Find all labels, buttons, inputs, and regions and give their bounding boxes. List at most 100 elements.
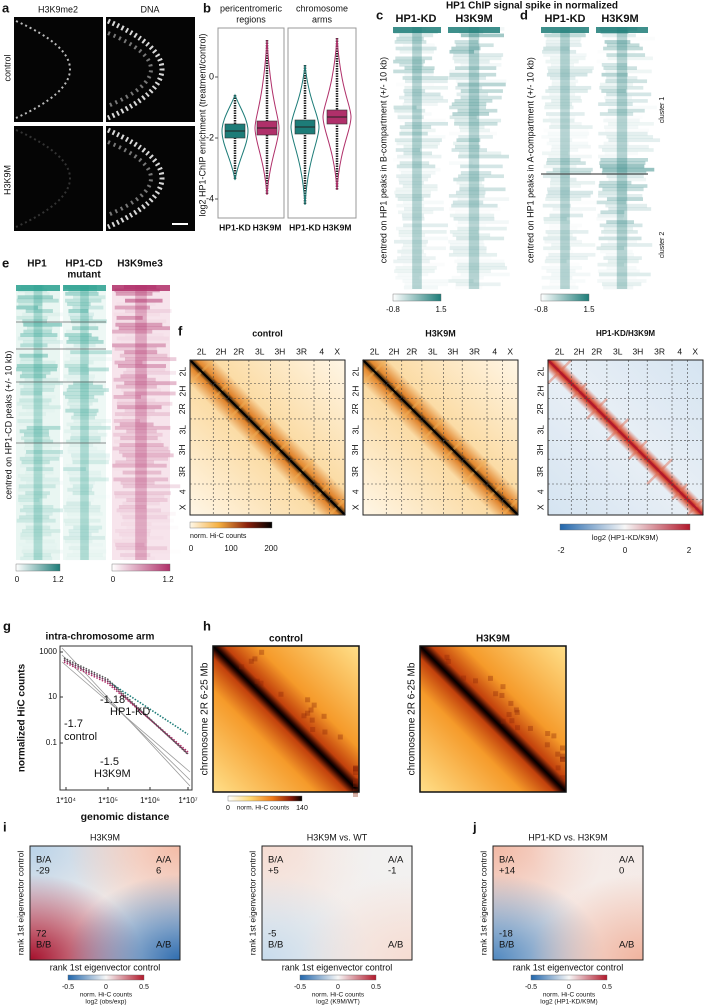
heatmap-streak bbox=[125, 357, 177, 362]
heatmap-streak bbox=[396, 36, 424, 41]
heatmap-streak bbox=[18, 412, 47, 417]
panel-letter: b bbox=[203, 0, 211, 15]
hic-speckle bbox=[353, 788, 358, 794]
heatmap-streak bbox=[19, 429, 49, 434]
heatmap bbox=[16, 285, 60, 560]
heatmap-center bbox=[80, 285, 89, 560]
heatmap-streak bbox=[20, 556, 53, 561]
heatmap-streak bbox=[404, 92, 441, 97]
heatmap-streak bbox=[598, 102, 633, 106]
heatmap-streak bbox=[603, 118, 640, 123]
heatmap-streak bbox=[456, 138, 481, 143]
fit-line bbox=[61, 661, 191, 773]
heatmap-streak bbox=[451, 203, 498, 208]
heatmap-streak bbox=[545, 40, 581, 44]
heatmap-streak bbox=[72, 460, 109, 465]
colorbar-tick: 0 bbox=[104, 984, 108, 991]
heatmap-streak bbox=[68, 529, 99, 533]
panel-letter: g bbox=[3, 618, 11, 633]
chrom-label: 3L bbox=[177, 425, 187, 435]
hic-speckle bbox=[353, 766, 358, 772]
heatmap-streak bbox=[115, 460, 154, 465]
chrom-label: 2H bbox=[389, 346, 400, 356]
heatmap-streak bbox=[126, 429, 157, 434]
heatmap-streak bbox=[72, 326, 99, 331]
chrom-label: 4 bbox=[677, 346, 682, 356]
heatmap-streak bbox=[449, 105, 486, 110]
heatmap-streak bbox=[124, 408, 155, 413]
heatmap-streak bbox=[19, 398, 52, 403]
heatmap-streak bbox=[398, 230, 447, 234]
heatmap-streak bbox=[116, 336, 170, 341]
heatmap bbox=[393, 27, 441, 289]
hic-speckle bbox=[444, 654, 450, 660]
heatmap-streak bbox=[67, 470, 101, 475]
heatmap-streak bbox=[458, 154, 509, 159]
heatmap-streak bbox=[22, 340, 64, 344]
heatmap-streak bbox=[457, 226, 507, 231]
heatmap-streak bbox=[113, 395, 141, 399]
heatmap-streak bbox=[549, 125, 593, 129]
hic-speckle bbox=[258, 680, 264, 686]
hic-speckle bbox=[493, 691, 499, 697]
heatmap-streak bbox=[23, 322, 63, 327]
heatmap-streak bbox=[68, 309, 89, 313]
quadrant-label: B/A bbox=[499, 855, 515, 866]
heatmap-streak bbox=[118, 364, 166, 368]
group-title: pericentromeric bbox=[220, 3, 283, 13]
heatmap-streak bbox=[18, 484, 56, 489]
chrom-label: 3L bbox=[613, 346, 623, 356]
chrom-label: X bbox=[177, 504, 187, 510]
map-title: control bbox=[269, 634, 303, 645]
group-title: arms bbox=[312, 14, 332, 24]
colorbar-label: norm. Hi-C counts bbox=[80, 992, 133, 999]
heatmap-streak bbox=[404, 66, 435, 70]
chrom-label: 2R bbox=[233, 346, 244, 356]
heatmap-streak bbox=[451, 46, 481, 51]
map-title: HP1-KD/H3K9M bbox=[596, 329, 655, 338]
chrom-label: 2R bbox=[406, 346, 417, 356]
heatmap-streak bbox=[393, 59, 425, 64]
heatmap-streak bbox=[606, 135, 654, 139]
heatmap-streak bbox=[597, 262, 624, 267]
heatmap-streak bbox=[543, 164, 577, 169]
hic-speckle bbox=[353, 778, 358, 784]
heatmap-streak bbox=[608, 138, 661, 143]
heatmap-streak bbox=[547, 187, 571, 192]
quadrant-label: A/A bbox=[156, 855, 172, 866]
hic-speckle bbox=[499, 692, 505, 698]
axis-label: centred on HP1 peaks in B-compartment (+… bbox=[378, 57, 388, 263]
heatmap-streak bbox=[452, 112, 490, 116]
heatmap-streak bbox=[113, 419, 140, 423]
heatmap-streak bbox=[22, 405, 62, 410]
heatmap-streak bbox=[68, 336, 99, 341]
quadrant-label: B/B bbox=[36, 940, 51, 951]
heatmap-streak bbox=[396, 164, 436, 169]
micrograph bbox=[106, 126, 195, 231]
heatmap-streak bbox=[63, 374, 95, 379]
heatmap-streak bbox=[23, 553, 52, 557]
heatmap-streak bbox=[541, 266, 582, 270]
heatmap-streak bbox=[549, 201, 596, 205]
heatmap-streak bbox=[403, 200, 444, 205]
decay-curve bbox=[63, 657, 189, 755]
heatmap-streak bbox=[449, 115, 477, 120]
heatmap-streak bbox=[545, 43, 582, 48]
chrom-label: 2L bbox=[370, 346, 380, 356]
heatmap-streak bbox=[395, 148, 421, 152]
colorbar-tick: 1.5 bbox=[583, 305, 595, 314]
heatmap-streak bbox=[449, 49, 475, 54]
heatmap-streak bbox=[457, 108, 498, 113]
heatmap-streak bbox=[545, 59, 579, 64]
heatmap bbox=[596, 27, 648, 289]
heatmap-streak bbox=[602, 282, 642, 287]
heatmap-streak bbox=[454, 118, 502, 123]
heatmap-streak bbox=[67, 302, 91, 307]
heatmap-streak bbox=[456, 269, 491, 274]
chrom-label: 3H bbox=[350, 444, 360, 455]
heatmap-streak bbox=[20, 477, 60, 482]
heatmap-streak bbox=[70, 436, 101, 441]
chrom-label: X bbox=[350, 504, 360, 510]
hic-speckle bbox=[527, 725, 533, 731]
heatmap-streak bbox=[546, 161, 586, 165]
